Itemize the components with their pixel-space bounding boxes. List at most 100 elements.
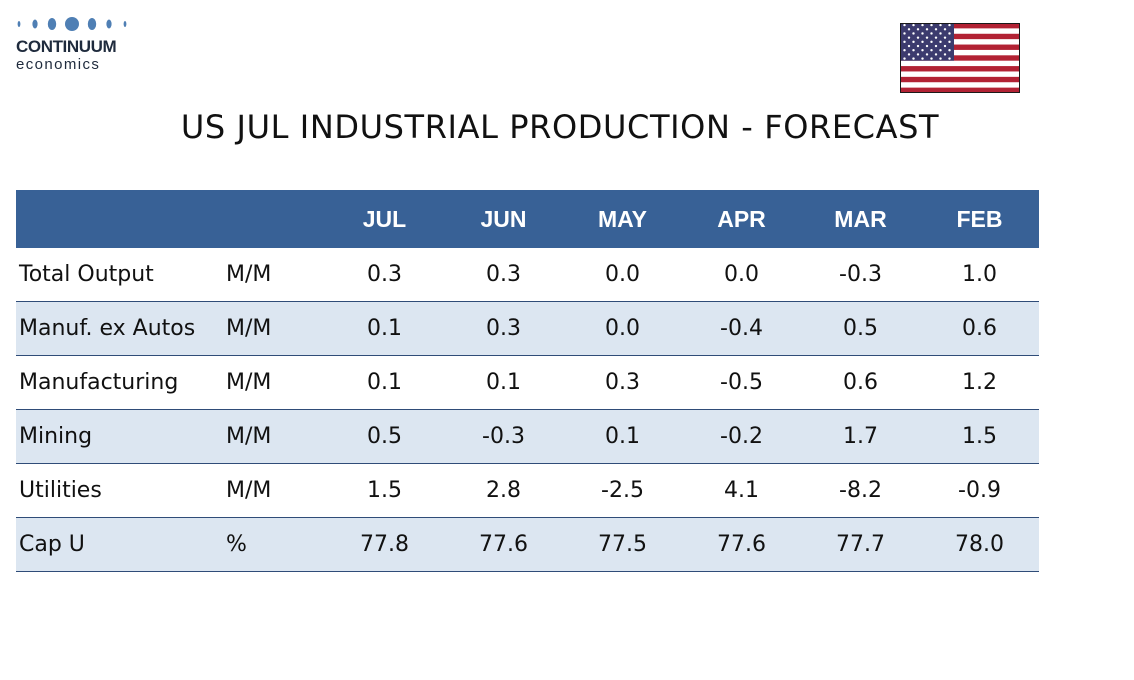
table-cell: 77.6 <box>444 517 563 572</box>
flag-star <box>916 36 920 39</box>
flag-star <box>921 40 924 44</box>
table-row: Utilities M/M 1.5 2.8 -2.5 4.1 -8.2 -0.9 <box>16 463 1039 518</box>
flag-star <box>934 36 938 39</box>
row-unit: % <box>221 517 325 572</box>
table-cell: 0.1 <box>325 355 444 410</box>
row-unit: M/M <box>221 301 325 356</box>
table-cell: 1.5 <box>325 463 444 518</box>
flag-star <box>948 40 951 44</box>
table-cell: 0.0 <box>682 248 801 302</box>
flag-star <box>939 32 942 35</box>
flag-star <box>939 23 942 27</box>
column-header: FEB <box>920 190 1039 248</box>
row-label: Mining <box>16 409 221 464</box>
table-cell: 77.5 <box>563 517 682 572</box>
header-row: JUL JUN MAY APR MAR FEB <box>16 190 1039 248</box>
row-label: Utilities <box>16 463 221 518</box>
row-unit: M/M <box>221 355 325 410</box>
logo-subtitle: economics <box>16 56 101 73</box>
flag-star <box>912 32 915 35</box>
flag-star <box>948 32 951 35</box>
table-row: Cap U % 77.8 77.6 77.5 77.6 77.7 78.0 <box>16 517 1039 572</box>
table-cell: -0.3 <box>444 409 563 464</box>
row-unit: M/M <box>221 463 325 518</box>
header-label-blank <box>16 190 221 248</box>
table-cell: -0.4 <box>682 301 801 356</box>
logo-name: CONTINUUM <box>16 37 117 56</box>
row-label: Manufacturing <box>16 355 221 410</box>
flag-star <box>925 53 929 56</box>
table-cell: 0.0 <box>563 248 682 302</box>
flag-stripe <box>900 44 1020 50</box>
flag-star <box>912 23 915 27</box>
flag-star <box>907 44 911 48</box>
table-cell: 77.8 <box>325 517 444 572</box>
flag-star <box>930 49 933 52</box>
page-title: US JUL INDUSTRIAL PRODUCTION - FORECAST <box>180 108 940 146</box>
row-unit: M/M <box>221 248 325 302</box>
flag-star <box>903 49 906 52</box>
flag-star <box>921 23 924 27</box>
flag-stripe <box>900 76 1020 83</box>
us-flag-icon <box>900 23 1020 93</box>
table-cell: -0.2 <box>682 409 801 464</box>
table-cell: 78.0 <box>920 517 1039 572</box>
flag-star <box>925 36 929 39</box>
column-header: JUL <box>325 190 444 248</box>
flag-star <box>934 28 938 31</box>
flag-star <box>930 23 933 27</box>
flag-star <box>907 36 911 39</box>
table-cell: 0.1 <box>325 301 444 356</box>
flag-stripe <box>900 33 1020 40</box>
table-cell: 0.3 <box>444 248 563 302</box>
table-cell: -0.5 <box>682 355 801 410</box>
flag-star <box>921 32 924 35</box>
table-cell: 4.1 <box>682 463 801 518</box>
flag-star <box>930 32 933 35</box>
column-header: MAY <box>563 190 682 248</box>
flag-star <box>934 53 938 56</box>
table-cell: 0.6 <box>801 355 920 410</box>
table-cell: 0.1 <box>563 409 682 464</box>
table-cell: 0.5 <box>325 409 444 464</box>
flag-star <box>943 53 947 56</box>
flag-star <box>939 57 942 60</box>
flag-star <box>943 28 947 31</box>
table-cell: 77.7 <box>801 517 920 572</box>
flag-stripe <box>900 66 1020 72</box>
row-label: Manuf. ex Autos <box>16 301 221 356</box>
column-header: MAR <box>801 190 920 248</box>
flag-star <box>903 23 906 27</box>
row-unit: M/M <box>221 409 325 464</box>
flag-star <box>912 40 915 44</box>
flag-star <box>943 36 947 39</box>
forecast-table: JUL JUN MAY APR MAR FEB Total Output M/M… <box>16 190 1039 572</box>
flag-star <box>916 44 920 48</box>
flag-star <box>948 49 951 52</box>
flag-star <box>948 57 951 60</box>
table-cell: 0.5 <box>801 301 920 356</box>
column-header: JUN <box>444 190 563 248</box>
row-label: Cap U <box>16 517 221 572</box>
flag-star <box>903 32 906 35</box>
flag-star <box>916 28 920 31</box>
flag-star <box>921 49 924 52</box>
flag-star <box>943 44 947 48</box>
row-label: Total Output <box>16 248 221 302</box>
table-cell: 1.5 <box>920 409 1039 464</box>
flag-star <box>907 28 911 31</box>
flag-star <box>939 49 942 52</box>
flag-stripe <box>900 55 1020 61</box>
table-cell: 0.3 <box>444 301 563 356</box>
flag-stripe <box>900 87 1020 93</box>
flag-star <box>925 28 929 31</box>
table-body: Total Output M/M 0.3 0.3 0.0 0.0 -0.3 1.… <box>16 248 1039 572</box>
flag-star <box>930 40 933 44</box>
flag-star <box>907 53 911 56</box>
table-cell: 1.2 <box>920 355 1039 410</box>
table-cell: 77.6 <box>682 517 801 572</box>
flag-star <box>916 53 920 56</box>
table-row: Mining M/M 0.5 -0.3 0.1 -0.2 1.7 1.5 <box>16 409 1039 464</box>
logo-dots-icon <box>17 17 127 31</box>
flag-star <box>903 57 906 60</box>
